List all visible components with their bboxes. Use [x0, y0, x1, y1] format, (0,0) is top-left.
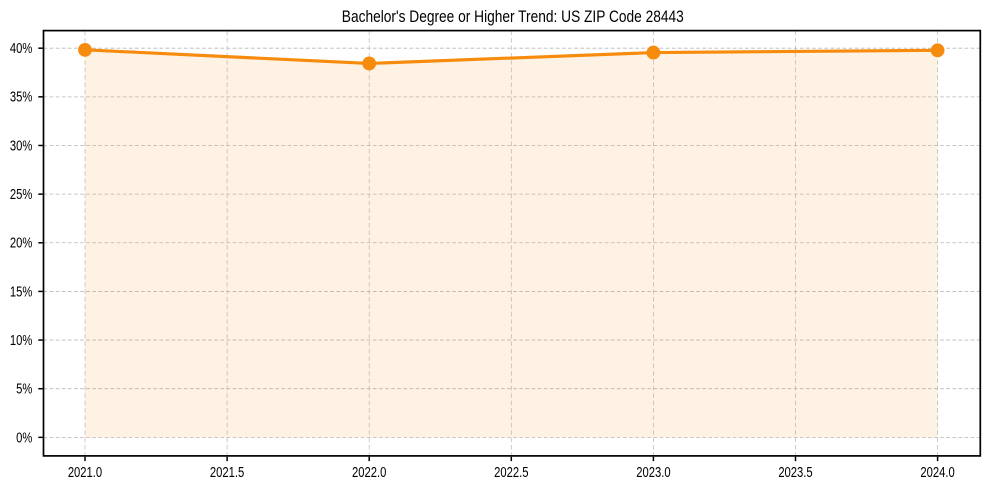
- svg-text:2024.0: 2024.0: [920, 464, 954, 481]
- svg-text:10%: 10%: [10, 332, 32, 349]
- svg-text:2023.5: 2023.5: [778, 464, 812, 481]
- svg-text:30%: 30%: [10, 137, 32, 154]
- svg-text:25%: 25%: [10, 186, 32, 203]
- svg-text:2021.0: 2021.0: [68, 464, 102, 481]
- svg-text:2022.0: 2022.0: [352, 464, 386, 481]
- svg-text:Bachelor's Degree or Higher Tr: Bachelor's Degree or Higher Trend: US ZI…: [342, 8, 684, 26]
- svg-text:40%: 40%: [10, 40, 32, 57]
- svg-text:35%: 35%: [10, 89, 32, 106]
- svg-text:15%: 15%: [10, 283, 32, 300]
- svg-text:0%: 0%: [16, 429, 32, 446]
- svg-text:2023.0: 2023.0: [636, 464, 670, 481]
- svg-text:2022.5: 2022.5: [494, 464, 528, 481]
- svg-text:5%: 5%: [16, 381, 32, 398]
- svg-text:2021.5: 2021.5: [210, 464, 244, 481]
- svg-text:20%: 20%: [10, 235, 32, 252]
